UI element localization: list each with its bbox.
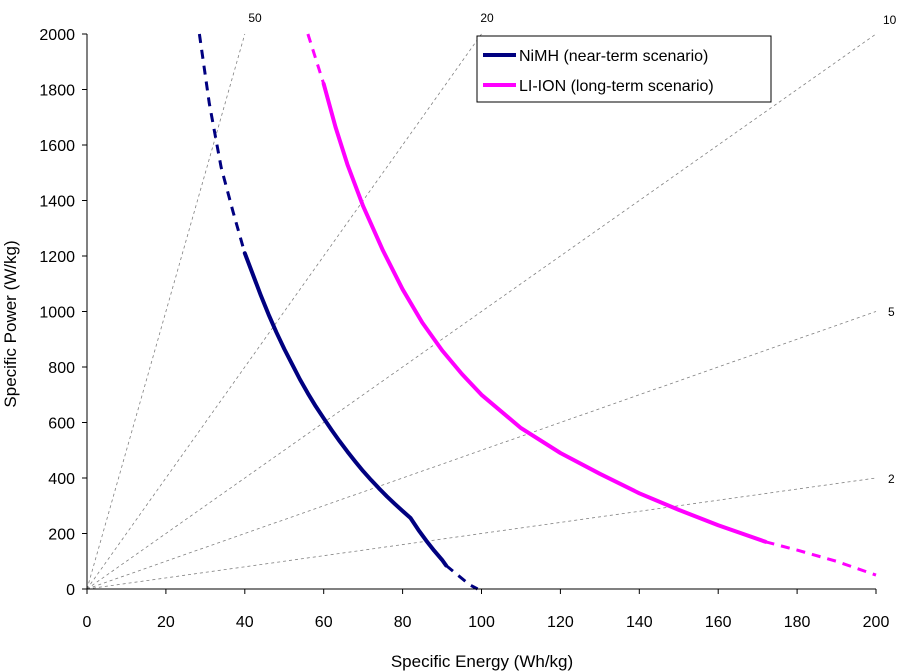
series-nimh-dashed-high bbox=[197, 33, 247, 254]
x-tick-label: 20 bbox=[157, 614, 175, 631]
series-liion-solid bbox=[321, 81, 768, 544]
x-tick-label: 200 bbox=[863, 614, 890, 631]
x-tick-label: 80 bbox=[394, 614, 412, 631]
ratio-lines: 50 20 10 5 2 bbox=[86, 11, 897, 590]
x-tick-label: 0 bbox=[83, 614, 92, 631]
ratio-label-10: 10 bbox=[883, 13, 897, 27]
ratio-line-20 bbox=[86, 33, 482, 590]
x-tick-label: 140 bbox=[626, 614, 653, 631]
y-tick-label: 1800 bbox=[39, 83, 75, 100]
y-tick-label: 200 bbox=[48, 527, 75, 544]
ratio-line-50 bbox=[86, 33, 246, 590]
series-layer bbox=[197, 33, 877, 591]
tick-labels: 0 20 40 60 80 100 120 140 160 180 2000200400600800… bbox=[39, 27, 889, 631]
ratio-label-20: 20 bbox=[480, 11, 494, 25]
series-liion-dashed-high bbox=[306, 33, 326, 85]
y-tick-label: 0 bbox=[66, 582, 75, 599]
x-tick-label: 160 bbox=[705, 614, 732, 631]
y-tick-label: 600 bbox=[48, 416, 75, 433]
x-tick-label: 100 bbox=[468, 614, 495, 631]
legend-box bbox=[476, 35, 772, 103]
ratio-line-10 bbox=[86, 33, 877, 590]
ratio-label-2: 2 bbox=[888, 472, 895, 486]
ratio-label-5: 5 bbox=[888, 305, 895, 319]
legend: NiMH (near-term scenario) LI-ION (long-t… bbox=[476, 35, 772, 103]
y-tick-label: 2000 bbox=[39, 27, 75, 44]
y-tick-label: 800 bbox=[48, 360, 75, 377]
y-tick-label: 1600 bbox=[39, 138, 75, 155]
x-axis-title: Specific Energy (Wh/kg) bbox=[391, 652, 573, 671]
y-tick-label: 400 bbox=[48, 471, 75, 488]
series-nimh-solid bbox=[242, 251, 448, 568]
ratio-line-5 bbox=[86, 311, 877, 590]
series-nimh-dashed-low bbox=[445, 564, 479, 591]
x-tick-label: 40 bbox=[236, 614, 254, 631]
x-tick-label: 180 bbox=[784, 614, 811, 631]
x-tick-label: 60 bbox=[315, 614, 333, 631]
y-tick-label: 1000 bbox=[39, 305, 75, 322]
x-tick-label: 120 bbox=[547, 614, 574, 631]
y-axis-title: Specific Power (W/kg) bbox=[1, 240, 20, 407]
legend-label-nimh: NiMH (near-term scenario) bbox=[519, 48, 708, 65]
ratio-label-50: 50 bbox=[248, 11, 262, 25]
y-tick-label: 1400 bbox=[39, 194, 75, 211]
y-tick-label: 1200 bbox=[39, 249, 75, 266]
legend-label-liion: LI-ION (long-term scenario) bbox=[519, 78, 714, 95]
ratio-line-2 bbox=[86, 477, 877, 590]
series-liion-dashed-low bbox=[765, 540, 877, 577]
